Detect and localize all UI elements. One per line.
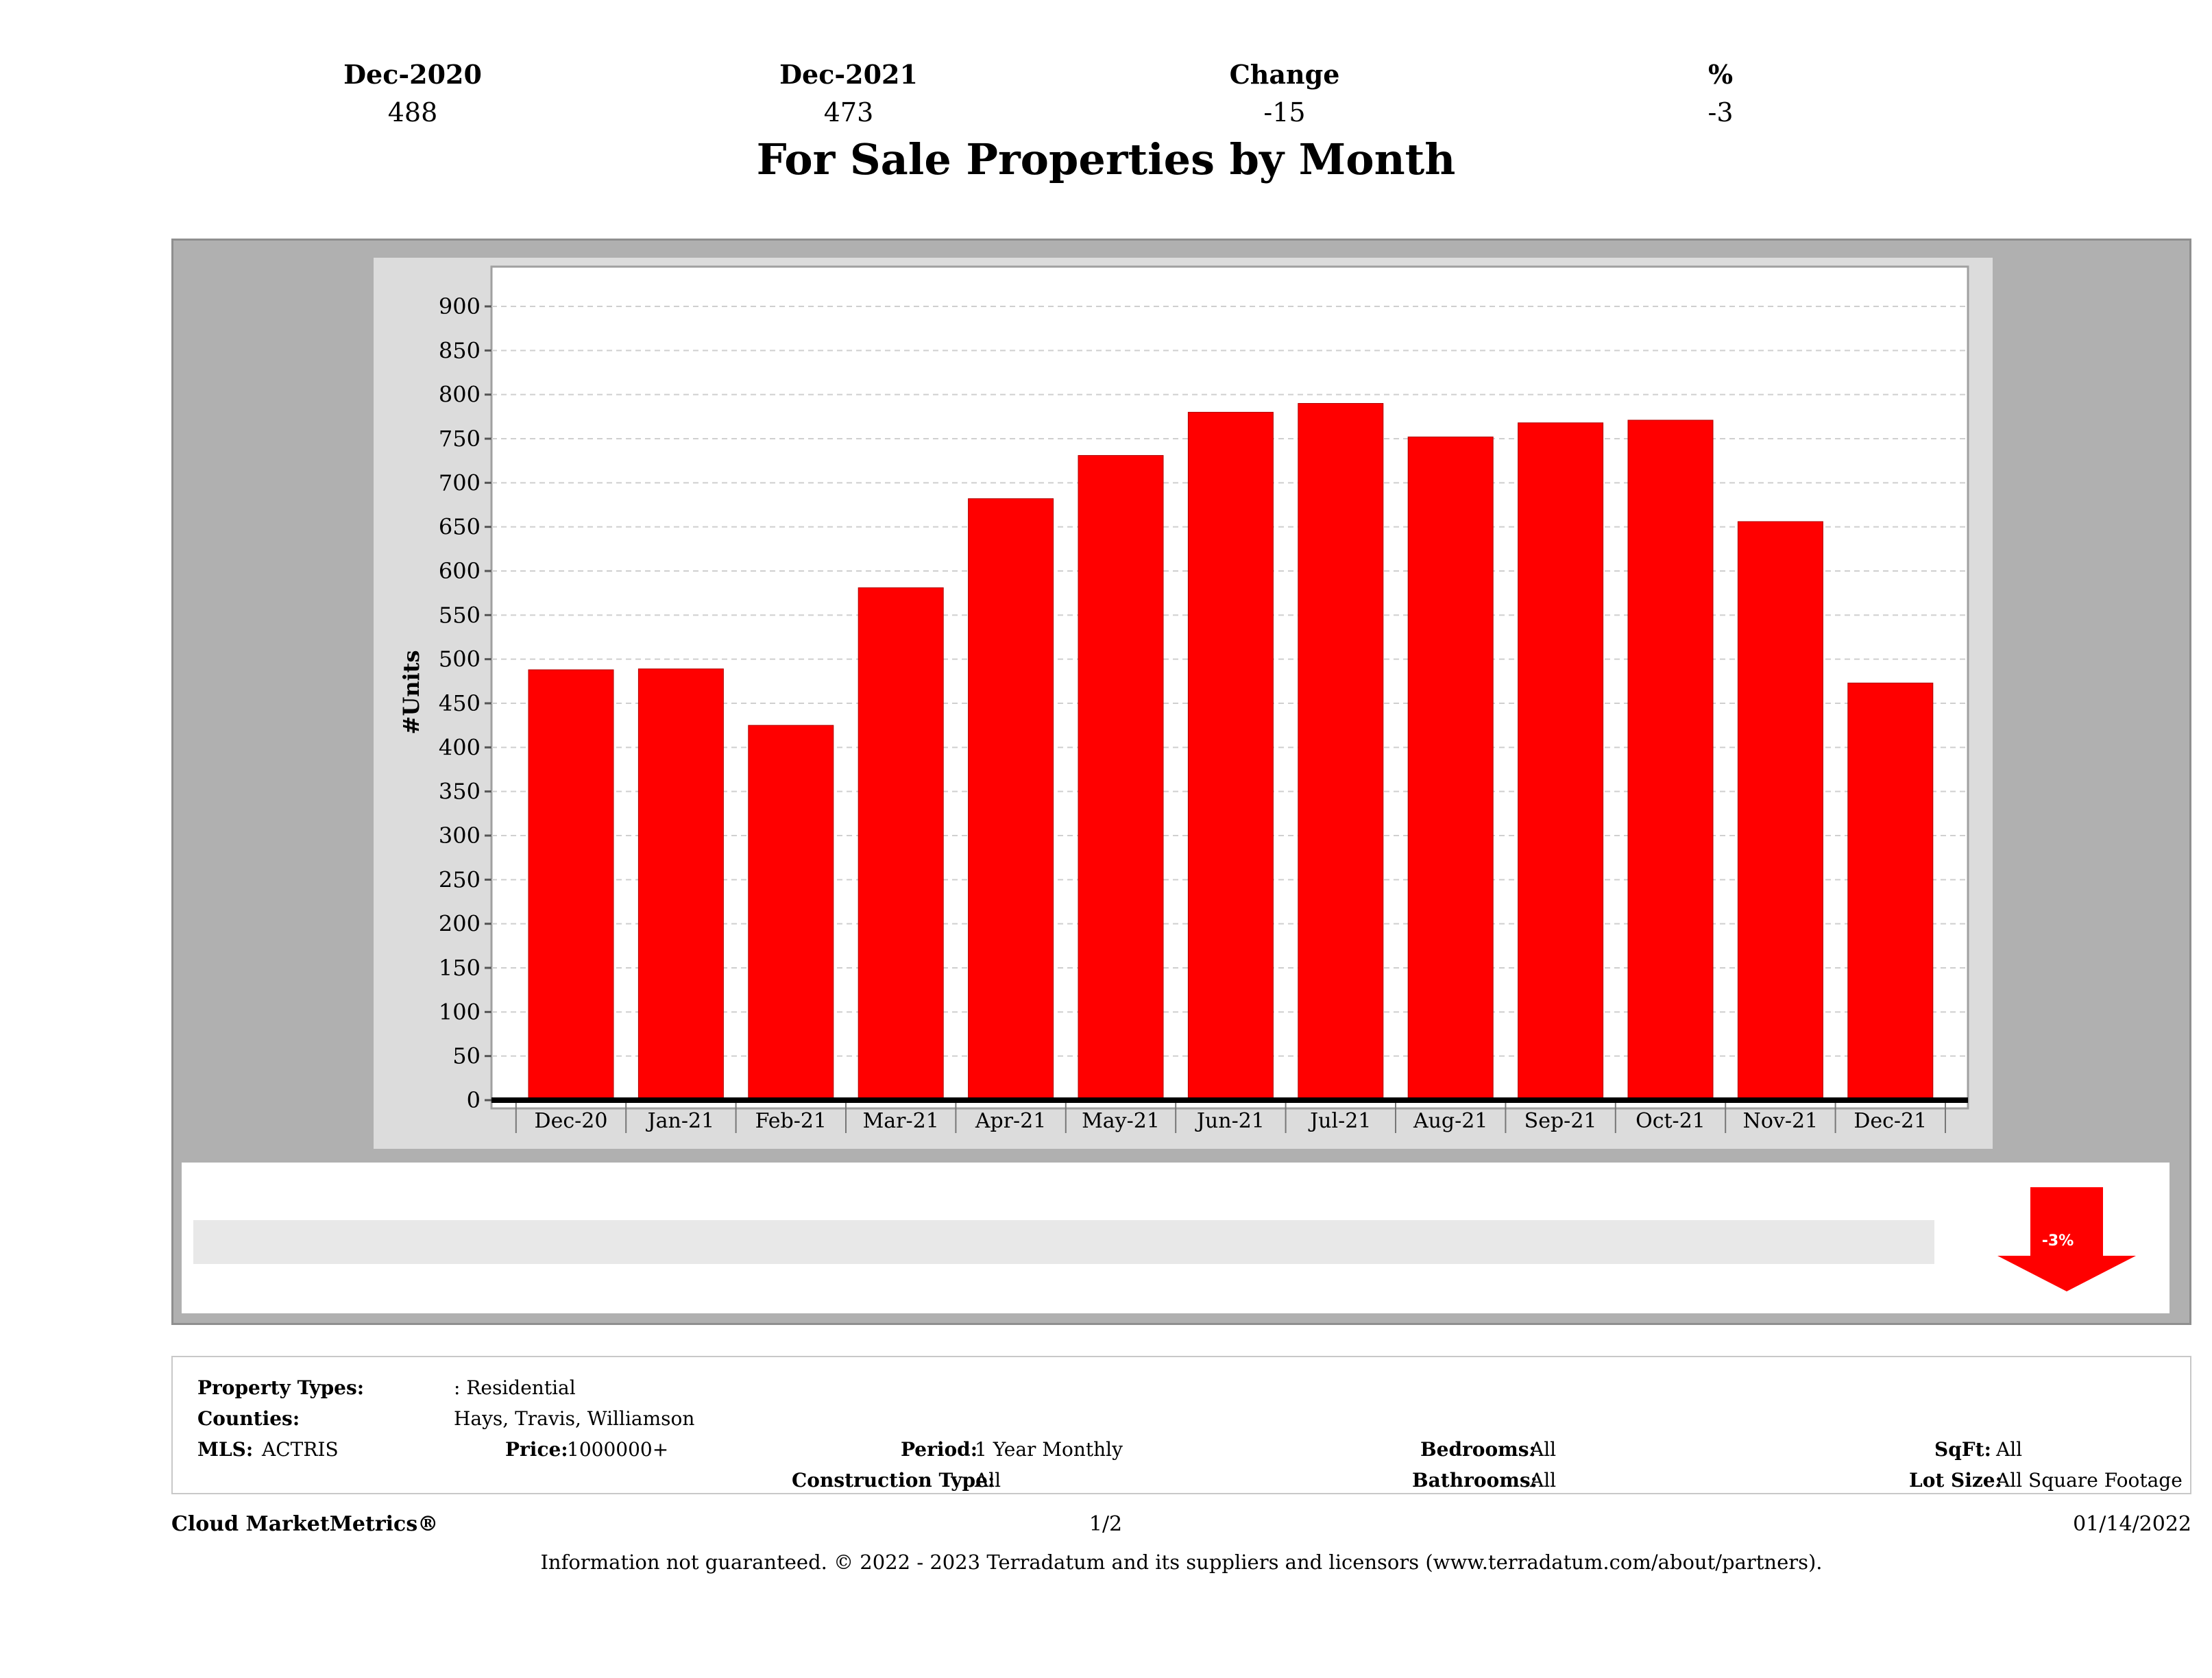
bar: [1737, 521, 1823, 1101]
summary-value-end: 473: [823, 97, 874, 127]
x-tick-label: Aug-21: [1413, 1109, 1488, 1133]
summary-header-row: [193, 1220, 1934, 1264]
bathrooms-value: All: [1530, 1469, 1557, 1492]
y-tick-label: 650: [439, 514, 481, 540]
sqft-label: SqFt:: [1934, 1438, 1991, 1461]
summary-header-start: Dec-2020: [343, 59, 482, 90]
bar: [1518, 422, 1604, 1101]
y-tick-label: 0: [467, 1087, 481, 1113]
y-tick-label: 550: [439, 602, 481, 628]
bar: [1298, 403, 1384, 1101]
bars: [528, 403, 1934, 1101]
chart-title: For Sale Properties by Month: [756, 134, 1456, 184]
bar-chart: 0 50 100 150 200 250 300 350 400 450 500 550 600 650 7…: [398, 265, 1969, 1133]
bar: [1187, 411, 1274, 1101]
y-tick-label: 350: [439, 779, 481, 805]
x-tick-label: Jan-21: [646, 1109, 715, 1133]
bar: [1078, 454, 1164, 1101]
price-value: 1000000+: [567, 1438, 669, 1461]
y-tick-label: 100: [439, 999, 481, 1025]
mls-value: ACTRIS: [262, 1438, 339, 1461]
bar: [637, 668, 724, 1101]
footer-brand: Cloud MarketMetrics®: [171, 1512, 439, 1536]
summary-header-end: Dec-2021: [779, 59, 918, 90]
property-types-value: : Residential: [454, 1376, 576, 1399]
x-tick-label: Feb-21: [755, 1109, 827, 1133]
x-tick-label: Oct-21: [1636, 1109, 1705, 1133]
summary-header-percent: %: [1707, 59, 1734, 90]
construction-type-value: All: [975, 1469, 1001, 1492]
summary-value-row: [193, 1264, 1934, 1306]
y-tick-label: 750: [439, 426, 481, 452]
x-tick-label: Dec-20: [535, 1109, 608, 1133]
lot-size-value: All Square Footage: [1996, 1469, 2183, 1492]
bar: [1627, 420, 1714, 1101]
y-tick-label: 500: [439, 646, 481, 672]
x-tick-label: May-21: [1082, 1109, 1160, 1133]
property-types-label: Property Types:: [197, 1376, 365, 1399]
x-tick-label: Mar-21: [863, 1109, 939, 1133]
period-value: 1 Year Monthly: [975, 1438, 1123, 1461]
summary-table: [193, 1174, 1934, 1306]
bar: [1847, 682, 1934, 1101]
y-tick-label: 200: [439, 911, 481, 937]
mls-label: MLS:: [197, 1438, 254, 1461]
y-tick-label: 900: [439, 293, 481, 319]
y-tick-label: 400: [439, 734, 481, 760]
footer-disclaimer: Information not guaranteed. © 2022 - 202…: [540, 1551, 1823, 1574]
y-axis-ticks: 0 50 100 150 200 250 300 350 400 450 500 550 600 650 7…: [439, 293, 491, 1113]
summary-value-start: 488: [387, 97, 438, 127]
report-date: 01/14/2022: [2073, 1512, 2191, 1536]
counties-label: Counties:: [197, 1407, 300, 1430]
x-tick-label: Jul-21: [1308, 1109, 1371, 1133]
lot-size-label: Lot Size:: [1909, 1469, 2002, 1492]
bar: [968, 498, 1054, 1101]
y-tick-label: 600: [439, 558, 481, 584]
y-tick-label: 850: [439, 337, 481, 363]
trend-badge-label: -3%: [2041, 1232, 2074, 1250]
y-tick-label: 700: [439, 470, 481, 496]
x-axis-ticks: Dec-20 Jan-21 Feb-21 Mar-21 Apr-21 May-21 Jun-…: [515, 1100, 1946, 1133]
period-label: Period:: [901, 1438, 978, 1461]
bedrooms-value: All: [1530, 1438, 1557, 1461]
summary-value-change: -15: [1263, 97, 1306, 127]
down-arrow-icon: [1997, 1187, 2136, 1291]
y-tick-label: 450: [439, 690, 481, 716]
x-tick-label: Jun-21: [1195, 1109, 1265, 1133]
bedrooms-label: Bedrooms:: [1420, 1438, 1536, 1461]
y-tick-label: 800: [439, 382, 481, 408]
report-filters: Property Types: : Residential Counties: …: [171, 1356, 2191, 1494]
x-tick-label: Dec-21: [1854, 1109, 1927, 1133]
x-tick-label: Nov-21: [1743, 1109, 1819, 1133]
bar: [528, 669, 614, 1101]
trend-badge-box: [1965, 1174, 2147, 1306]
bar: [1407, 436, 1494, 1101]
x-tick-label: Apr-21: [975, 1109, 1047, 1133]
summary-value-percent: -3: [1707, 97, 1734, 127]
construction-type-label: Construction Type:: [792, 1469, 995, 1492]
page-number: 1/2: [1089, 1512, 1123, 1536]
y-axis-label: #Units: [398, 650, 424, 735]
y-tick-label: 300: [439, 823, 481, 849]
gridlines: [491, 306, 1968, 1057]
y-tick-label: 150: [439, 955, 481, 981]
bathrooms-label: Bathrooms:: [1412, 1469, 1538, 1492]
summary-spacer-row: [193, 1174, 1934, 1220]
sqft-value: All: [1996, 1438, 2023, 1461]
y-tick-label: 250: [439, 866, 481, 892]
bar: [748, 725, 834, 1101]
y-tick-label: 50: [452, 1043, 481, 1069]
counties-value: Hays, Travis, Williamson: [454, 1407, 695, 1430]
price-label: Price:: [505, 1438, 568, 1461]
summary-header-change: Change: [1229, 59, 1340, 90]
bar: [858, 587, 944, 1101]
x-tick-label: Sep-21: [1524, 1109, 1597, 1133]
